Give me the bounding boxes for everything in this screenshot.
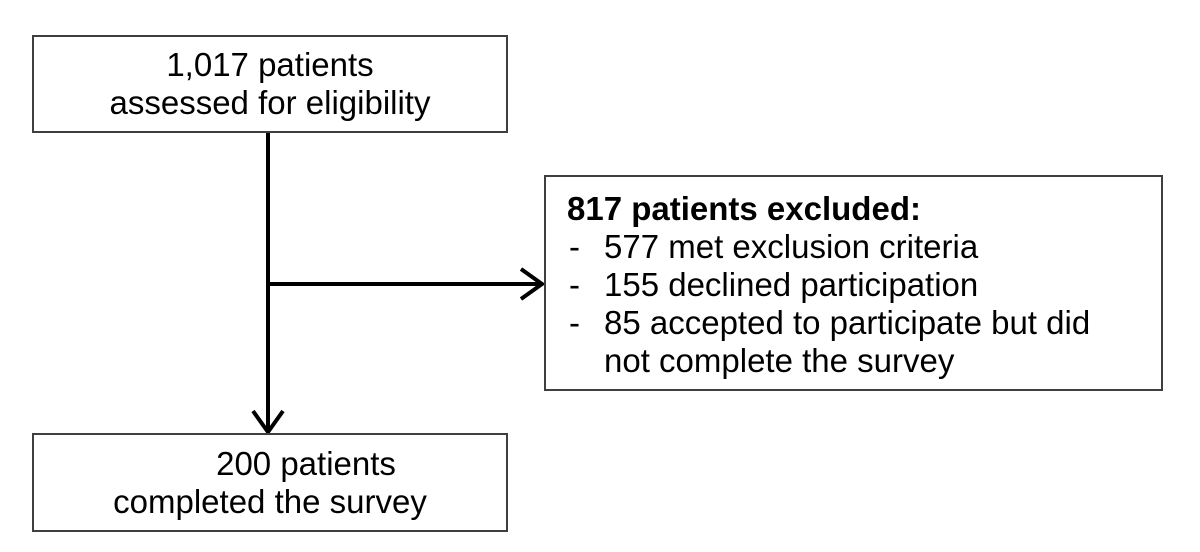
arrow-right-head-icon: [519, 267, 546, 301]
bullet-dash: -: [569, 304, 580, 341]
arrow-right: [268, 267, 546, 301]
box-completed-survey: 200 patients completed the survey: [32, 433, 508, 532]
bullet-dash: -: [569, 228, 580, 265]
excluded-item: - 577 met exclusion criteria: [546, 228, 1133, 266]
box-excluded: 817 patients excluded: - 577 met exclusi…: [544, 175, 1163, 391]
bullet-dash: -: [569, 266, 580, 303]
excluded-item: - 85 accepted to participate but did not…: [546, 304, 1133, 380]
assessed-desc-line: assessed for eligibility: [109, 84, 431, 121]
completed-desc-line: completed the survey: [113, 482, 427, 520]
completed-count-line: 200 patients: [216, 444, 396, 482]
excluded-title: 817 patients excluded:: [567, 190, 921, 227]
box-assessed-for-eligibility: 1,017 patients assessed for eligibility: [32, 35, 508, 133]
assessed-count-line: 1,017 patients: [166, 46, 374, 83]
excluded-item-text: 155 declined participation: [604, 266, 979, 303]
excluded-item: - 155 declined participation: [546, 266, 1133, 304]
excluded-item-text: 85 accepted to participate but did not c…: [604, 304, 1091, 379]
arrow-down: [251, 133, 285, 436]
arrow-down-head-icon: [251, 409, 285, 436]
excluded-item-text: 577 met exclusion criteria: [604, 228, 979, 265]
